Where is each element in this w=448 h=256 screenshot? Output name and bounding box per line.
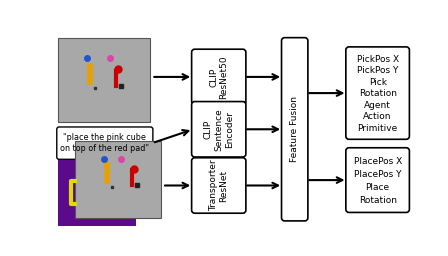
FancyBboxPatch shape (346, 148, 409, 212)
Text: Agent: Agent (364, 101, 391, 110)
Text: Action: Action (363, 112, 392, 121)
Text: CLIP
Sentence
Encoder: CLIP Sentence Encoder (204, 108, 234, 151)
Text: CLIP
ResNet50: CLIP ResNet50 (209, 55, 228, 99)
FancyBboxPatch shape (58, 38, 150, 122)
FancyBboxPatch shape (192, 49, 246, 105)
FancyBboxPatch shape (192, 158, 246, 213)
Text: Rotation: Rotation (359, 89, 396, 98)
Text: Place: Place (366, 183, 390, 192)
FancyBboxPatch shape (75, 141, 161, 218)
Text: "place the pink cube
on top of the red pad": "place the pink cube on top of the red p… (60, 133, 149, 153)
Text: Pick: Pick (369, 78, 387, 87)
Text: PickPos Y: PickPos Y (357, 66, 398, 75)
FancyBboxPatch shape (192, 102, 246, 157)
Text: PlacePos Y: PlacePos Y (354, 170, 401, 179)
Text: Rotation: Rotation (359, 196, 396, 205)
FancyBboxPatch shape (281, 38, 308, 221)
Text: Primitive: Primitive (358, 124, 398, 133)
Text: PickPos X: PickPos X (357, 55, 399, 64)
Text: Transporter
ResNet: Transporter ResNet (209, 160, 228, 211)
Text: PlacePos X: PlacePos X (353, 157, 402, 166)
Text: Feature Fusion: Feature Fusion (290, 96, 299, 162)
FancyBboxPatch shape (346, 47, 409, 139)
Bar (58, 145, 136, 226)
FancyBboxPatch shape (57, 127, 153, 159)
